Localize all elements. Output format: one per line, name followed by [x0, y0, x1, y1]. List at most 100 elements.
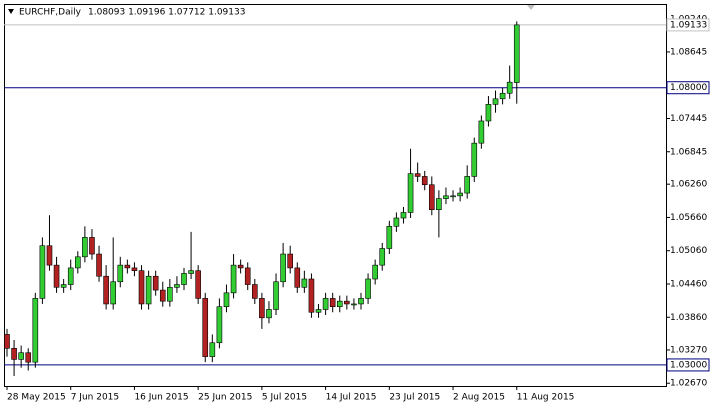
candle-body — [67, 267, 74, 285]
candle-body — [365, 278, 371, 299]
candle-body — [450, 195, 456, 198]
candle-body — [39, 245, 46, 299]
y-tick-label: 1.03270 — [670, 345, 707, 355]
symbol: EURCHF,Daily — [19, 8, 82, 18]
candle-body — [506, 81, 513, 94]
candle-body — [75, 256, 81, 269]
candle-body — [414, 173, 421, 177]
candle-body — [322, 298, 329, 310]
candle-body — [464, 176, 471, 194]
candle-body — [89, 237, 95, 255]
candle-body — [379, 248, 386, 266]
x-tick-label: 16 Jun 2015 — [134, 393, 188, 403]
candle-body — [266, 309, 272, 319]
candle-body — [223, 292, 230, 308]
candle-body — [280, 253, 286, 283]
candle-body — [195, 270, 201, 299]
candle-body — [159, 289, 166, 302]
candle-body — [230, 264, 237, 294]
candle-body — [82, 237, 88, 258]
candle-body — [428, 184, 435, 210]
candle-body — [443, 195, 449, 199]
candle-body — [400, 212, 407, 219]
candle-body — [32, 298, 39, 363]
candle-body — [513, 24, 520, 83]
candle-body — [393, 217, 400, 227]
candle-body — [315, 309, 322, 313]
candle-body — [492, 98, 499, 105]
candle-body — [308, 278, 315, 313]
candle-body — [152, 275, 159, 291]
x-tick-label: 5 Jul 2015 — [262, 393, 307, 403]
x-tick-label: 23 Jul 2015 — [389, 393, 440, 403]
header-arrow — [8, 9, 14, 14]
candle-body — [167, 287, 173, 302]
candle-body — [124, 264, 131, 269]
y-tick-label: 1.04460 — [670, 279, 707, 289]
candle-body — [202, 298, 209, 357]
shift-marker — [527, 5, 535, 10]
x-tick-label: 14 Jul 2015 — [326, 393, 377, 403]
y-tick-label: 1.03860 — [670, 313, 707, 323]
candle-body — [209, 342, 216, 357]
candle-body — [478, 120, 485, 144]
candle-body — [174, 284, 180, 288]
candle-body — [216, 306, 223, 344]
candle-body — [407, 173, 414, 213]
candle-body — [329, 298, 336, 308]
candle-body — [344, 300, 350, 305]
y-tick-label: 1.07445 — [670, 114, 707, 124]
candle-body — [471, 142, 478, 177]
candle-body — [138, 270, 145, 305]
candle-body — [351, 303, 357, 306]
candle-body — [244, 267, 251, 285]
candle-body — [485, 104, 492, 122]
candle-body — [11, 347, 17, 360]
candle-body — [259, 298, 265, 319]
candle-body — [301, 278, 308, 288]
candle-body — [25, 352, 32, 363]
candle-body — [145, 275, 152, 305]
candle-body — [294, 267, 301, 288]
candle-body — [181, 273, 187, 285]
y-tick-label: 1.08645 — [670, 47, 707, 57]
candle-body — [110, 281, 116, 305]
x-tick-label: 11 Aug 2015 — [517, 393, 575, 403]
y-tick-label: 1.05060 — [670, 246, 707, 256]
price-label: 1.03000 — [670, 360, 707, 370]
candle-body — [287, 253, 294, 269]
y-tick-label: 1.06260 — [670, 180, 707, 190]
candle-body — [457, 192, 463, 197]
candle-body — [421, 176, 428, 186]
candle-body — [96, 253, 102, 277]
candle-body — [4, 334, 10, 349]
candle-body — [117, 264, 124, 283]
candle-body — [18, 352, 24, 360]
candle-body — [46, 245, 53, 266]
x-tick-label: 25 Jun 2015 — [198, 393, 252, 403]
plot-frame — [4, 4, 667, 387]
price-label-box — [666, 18, 710, 32]
x-tick-label: 28 May 2015 — [7, 393, 66, 403]
price-label: 1.08000 — [670, 83, 707, 93]
candle-body — [372, 264, 378, 280]
candle-body — [53, 264, 60, 288]
y-tick-label: 1.05660 — [670, 213, 707, 223]
header-values: 1.08093 1.09196 1.07712 1.09133 — [88, 8, 245, 18]
x-tick-label: 7 Jun 2015 — [71, 393, 119, 403]
candle-body — [499, 92, 506, 100]
x-tick-label: 2 Aug 2015 — [453, 393, 505, 403]
candle-body — [103, 275, 109, 305]
candle-body — [237, 264, 244, 269]
candle-body — [60, 284, 67, 288]
price-label-box — [666, 358, 710, 372]
price-label-box — [666, 81, 710, 95]
candle-body — [188, 270, 194, 274]
candle-body — [336, 300, 343, 308]
candle-body — [273, 281, 279, 310]
candle-body — [358, 298, 364, 305]
candle-body — [436, 198, 442, 210]
y-tick-label: 1.02670 — [670, 379, 707, 389]
